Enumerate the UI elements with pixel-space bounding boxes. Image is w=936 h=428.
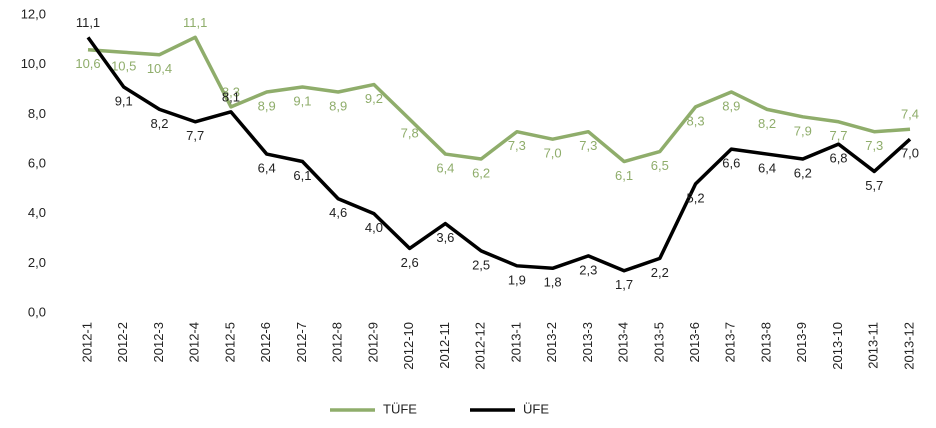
legend-label: TÜFE — [383, 401, 417, 416]
y-tick-label: 10,0 — [21, 56, 46, 71]
y-tick-label: 2,0 — [28, 255, 46, 270]
data-label: 6,2 — [794, 165, 812, 180]
x-tick-label: 2013-10 — [830, 322, 845, 370]
data-label: 1,8 — [544, 275, 562, 290]
x-tick-label: 2013-3 — [580, 322, 595, 362]
data-label: 2,6 — [401, 255, 419, 270]
data-label: 4,6 — [329, 205, 347, 220]
data-label: 7,0 — [901, 146, 919, 161]
data-label: 7,8 — [401, 126, 419, 141]
data-label: 6,6 — [722, 156, 740, 171]
data-label: 4,0 — [365, 220, 383, 235]
data-label: 8,9 — [722, 98, 740, 113]
data-label: 9,2 — [365, 91, 383, 106]
data-label: 9,1 — [293, 93, 311, 108]
legend-label: ÜFE — [523, 401, 549, 416]
y-tick-label: 6,0 — [28, 155, 46, 170]
data-label: 8,2 — [150, 116, 168, 131]
x-tick-label: 2013-11 — [866, 322, 881, 369]
data-label: 6,8 — [829, 151, 847, 166]
data-label: 6,1 — [615, 168, 633, 183]
x-tick-label: 2013-12 — [901, 322, 916, 370]
x-tick-label: 2013-2 — [544, 322, 559, 362]
data-label: 2,5 — [472, 257, 490, 272]
data-label: 11,1 — [76, 15, 100, 30]
x-tick-label: 2012-9 — [365, 322, 380, 362]
y-tick-label: 8,0 — [28, 106, 46, 121]
data-label: 7,3 — [865, 138, 883, 153]
x-tick-label: 2012-2 — [115, 322, 130, 362]
data-label: 8,9 — [329, 98, 347, 113]
x-tick-label: 2013-7 — [723, 322, 738, 362]
data-label: 8,9 — [258, 98, 276, 113]
x-tick-label: 2012-10 — [401, 322, 416, 370]
data-label: 6,4 — [436, 161, 454, 176]
x-tick-label: 2013-4 — [616, 322, 631, 362]
data-label: 6,2 — [472, 165, 490, 180]
x-tick-label: 2012-7 — [294, 322, 309, 362]
series-line — [87, 35, 911, 164]
x-tick-label: 2012-8 — [330, 322, 345, 362]
series-line — [86, 36, 912, 273]
data-label: 5,2 — [687, 190, 705, 205]
x-tick-label: 2012-12 — [473, 322, 488, 370]
data-label: 10,4 — [147, 61, 172, 76]
data-label: 10,5 — [111, 59, 136, 74]
x-tick-label: 2012-5 — [222, 322, 237, 362]
x-tick-label: 2013-8 — [758, 322, 773, 362]
data-label: 1,9 — [508, 272, 526, 287]
data-label: 6,4 — [758, 161, 776, 176]
data-label: 8,2 — [758, 116, 776, 131]
data-label: 7,0 — [544, 146, 562, 161]
data-label: 8,3 — [687, 113, 705, 128]
x-tick-label: 2013-1 — [508, 322, 523, 362]
data-label: 11,1 — [183, 15, 207, 30]
y-tick-label: 12,0 — [21, 6, 46, 21]
data-label: 7,3 — [508, 138, 526, 153]
x-tick-label: 2012-4 — [187, 322, 202, 362]
data-label: 3,6 — [436, 230, 454, 245]
data-label: 2,2 — [651, 265, 669, 280]
data-label: 9,1 — [115, 93, 133, 108]
data-label: 6,4 — [258, 161, 276, 176]
data-label: 6,5 — [651, 158, 669, 173]
x-tick-label: 2012-1 — [79, 322, 94, 362]
x-tick-label: 2012-3 — [151, 322, 166, 362]
data-label: 6,1 — [293, 168, 311, 183]
data-label: 7,4 — [901, 107, 919, 122]
x-tick-label: 2013-9 — [794, 322, 809, 362]
data-label: 1,7 — [615, 277, 633, 292]
y-tick-label: 0,0 — [28, 304, 46, 319]
y-tick-label: 4,0 — [28, 205, 46, 220]
x-tick-label: 2013-5 — [651, 322, 666, 362]
data-label: 2,3 — [579, 262, 597, 277]
data-label: 8,1 — [222, 89, 240, 104]
x-tick-label: 2013-6 — [687, 322, 702, 362]
data-label: 10,6 — [75, 56, 100, 71]
data-label: 7,9 — [794, 123, 812, 138]
data-label: 8,3 — [222, 84, 240, 99]
data-label: 5,7 — [865, 178, 883, 193]
data-label: 7,7 — [829, 128, 847, 143]
data-label: 7,7 — [186, 128, 204, 143]
data-label: 7,3 — [579, 138, 597, 153]
x-tick-label: 2012-6 — [258, 322, 273, 362]
x-tick-label: 2012-11 — [437, 322, 452, 369]
